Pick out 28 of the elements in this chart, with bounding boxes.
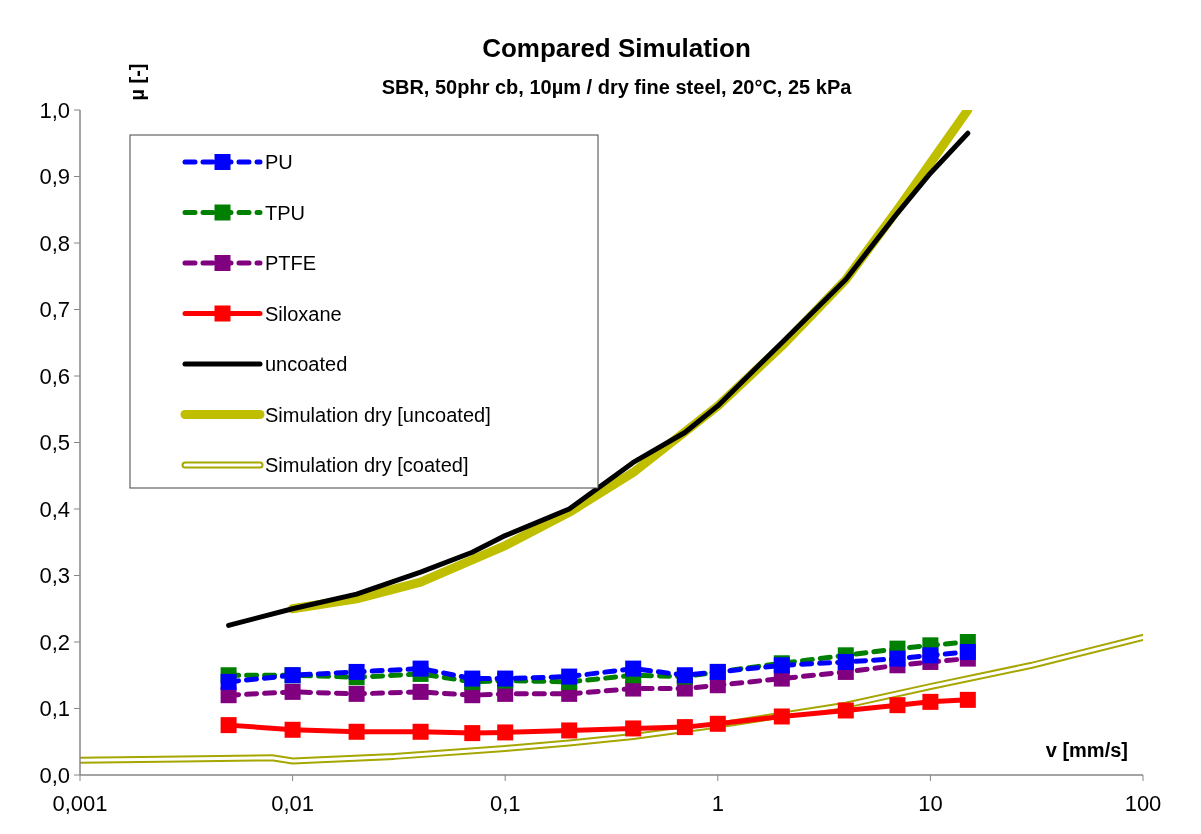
- y-tick-label: 0,0: [39, 762, 70, 788]
- chart-subtitle: SBR, 50phr cb, 10µm / dry fine steel, 20°C, 25 kPa: [381, 76, 853, 98]
- y-tick-label: 0,1: [39, 696, 70, 722]
- y-tick-label: 0,3: [39, 563, 70, 589]
- y-tick-label: 0,8: [39, 230, 70, 256]
- x-tick-label: 1: [711, 791, 724, 816]
- legend-label: TPU: [265, 201, 305, 224]
- legend-label: Simulation dry [coated]: [265, 454, 469, 476]
- y-tick-label: 0,5: [39, 430, 70, 456]
- y-tick-label: 0,4: [39, 496, 70, 522]
- y-tick-label: 1,0: [39, 97, 70, 123]
- legend-label: PTFE: [265, 252, 317, 274]
- x-tick-label: 10: [918, 791, 943, 816]
- y-tick-label: 0,2: [39, 629, 70, 655]
- legend-label: PU: [265, 151, 293, 173]
- y-tick-label: 0,7: [39, 297, 70, 323]
- chart-title: Compared Simulation: [482, 33, 751, 63]
- x-tick-label: 0,001: [52, 791, 108, 816]
- x-tick-label: 100: [1124, 791, 1162, 816]
- legend-label: Simulation dry [uncoated]: [265, 403, 491, 426]
- y-tick-label: 0,6: [39, 363, 70, 389]
- y-axis-title: µ [-]: [126, 63, 148, 101]
- legend-label: Siloxane: [265, 302, 342, 325]
- legend-label: uncoated: [265, 353, 348, 375]
- x-axis-title: v [mm/s]: [1045, 739, 1128, 761]
- x-tick-label: 0,1: [489, 791, 521, 816]
- y-tick-label: 0,9: [39, 164, 70, 190]
- x-tick-label: 0,01: [271, 791, 315, 816]
